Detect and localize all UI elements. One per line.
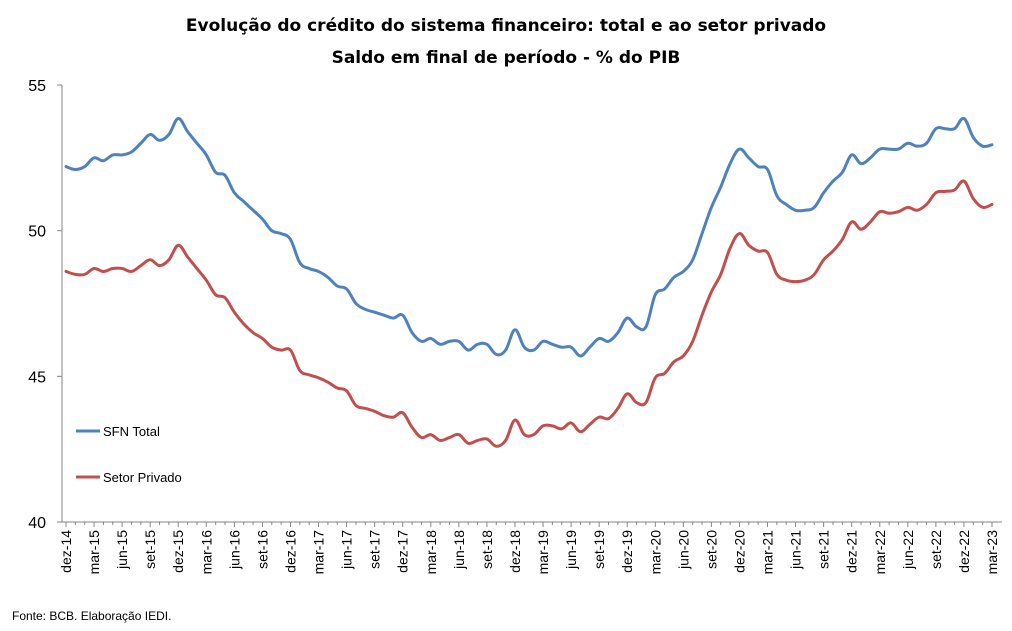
x-tick-label: set-18	[479, 530, 495, 569]
x-tick-label: jun-22	[900, 530, 916, 570]
x-tick-label: dez-18	[507, 530, 523, 573]
y-tick-label: 45	[28, 369, 46, 386]
x-tick-label: jun-15	[114, 530, 130, 570]
x-tick-label: dez-16	[282, 530, 298, 573]
y-tick-label: 55	[28, 78, 46, 95]
series-layer	[64, 116, 994, 448]
series-line-setor-privado	[64, 179, 994, 448]
x-tick-label: dez-22	[956, 530, 972, 573]
series-line-sfn-total	[64, 116, 994, 358]
x-tick-label: dez-15	[170, 530, 186, 573]
x-tick-label: set-17	[367, 530, 383, 569]
x-tick-label: jun-18	[451, 530, 467, 570]
x-tick-label: dez-20	[731, 530, 747, 573]
chart-subtitle: Saldo em final de período - % do PIB	[332, 48, 681, 68]
x-tick-label: mar-21	[760, 530, 776, 575]
x-tick-label: mar-23	[984, 530, 1000, 575]
chart-title: Evolução do crédito do sistema financeir…	[186, 16, 826, 36]
legend-label-sfn-total: SFN Total	[103, 424, 160, 439]
x-axis: dez-14 mar-15 jun-15 set-15 dez-15 mar-16 jun-…	[58, 521, 1002, 575]
x-tick-label: mar-16	[198, 530, 214, 575]
x-tick-label: jun-20	[675, 530, 691, 570]
x-tick-label: set-16	[254, 530, 270, 569]
x-tick-label: mar-22	[872, 530, 888, 575]
x-tick-label: dez-17	[395, 530, 411, 573]
x-tick-label: set-19	[591, 530, 607, 569]
legend-label-setor-privado: Setor Privado	[103, 470, 182, 485]
x-tick-label: jun-17	[339, 530, 355, 570]
x-tick-label: dez-14	[58, 530, 74, 573]
x-tick-label: dez-21	[844, 530, 860, 573]
x-tick-label: mar-20	[647, 530, 663, 575]
x-tick-label: set-21	[816, 530, 832, 569]
x-tick-label: set-20	[703, 530, 719, 569]
x-tick-label: jun-21	[788, 530, 804, 570]
x-tick-label: set-22	[928, 530, 944, 569]
x-tick-label: mar-15	[86, 530, 102, 575]
x-tick-label: jun-16	[226, 530, 242, 570]
x-tick-label: dez-19	[619, 530, 635, 573]
y-tick-label: 50	[28, 224, 46, 241]
x-tick-label: jun-19	[563, 530, 579, 570]
x-tick-label: set-15	[142, 530, 158, 569]
x-tick-label: mar-19	[535, 530, 551, 575]
x-tick-label: mar-18	[423, 530, 439, 575]
y-axis: 55 50 45 40	[28, 78, 63, 532]
y-tick-label: 40	[28, 515, 46, 532]
x-tick-label: mar-17	[311, 530, 327, 575]
source-note: Fonte: BCB. Elaboração IEDI.	[12, 609, 171, 623]
legend: SFN Total Setor Privado	[76, 424, 182, 485]
